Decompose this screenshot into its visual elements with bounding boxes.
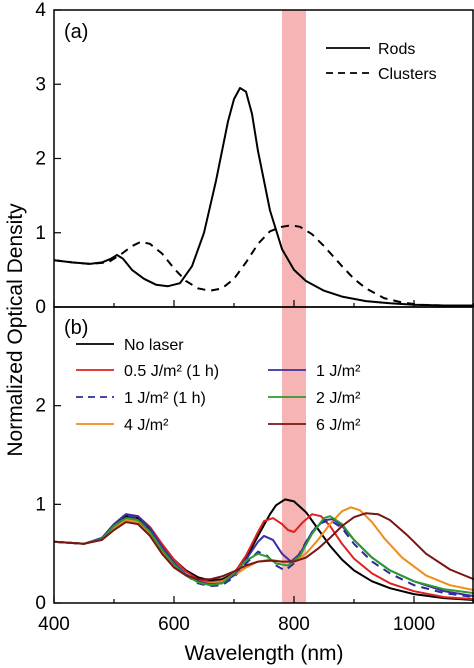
- frame-layer: [53, 9, 474, 604]
- y-tick-label-a-4: 4: [35, 0, 46, 21]
- y-tick-label-b-2: 2: [35, 396, 46, 417]
- x-tick-label-0: 400: [38, 614, 70, 635]
- legend-b-6-label: 6 J/m²: [316, 417, 361, 434]
- series-line-b-6: [53, 512, 474, 581]
- x-tick-label-1: 600: [158, 614, 190, 635]
- legend-b-1-label: 1 J/m²: [316, 363, 361, 380]
- series-line-b-0: [53, 498, 474, 601]
- legend-b: No laser 0.5 J/m² (1 h) 1 J/m² (1 h) 4 J…: [76, 337, 361, 434]
- y-tick-label-b-0: 0: [35, 593, 46, 614]
- panel-b-label: (b): [64, 317, 88, 339]
- panel-a-label: (a): [64, 21, 88, 43]
- legend-b-no-laser-label: No laser: [124, 337, 184, 354]
- legend-a: Rods Clusters: [326, 41, 437, 83]
- x-tick-label-2: 800: [278, 614, 310, 635]
- x-axis-title: Wavelength (nm): [184, 642, 343, 665]
- y-axis-title: Normalized Optical Density: [4, 203, 27, 457]
- y-tick-label-a-2: 2: [35, 149, 46, 170]
- legend-b-4-label: 4 J/m²: [124, 417, 169, 434]
- series-layer: [53, 87, 474, 601]
- y-tick-label-b-1: 1: [35, 494, 46, 515]
- x-tick-label-3: 1000: [393, 614, 435, 635]
- legend-a-rods-label: Rods: [378, 41, 415, 58]
- y-tick-label-a-0: 0: [35, 297, 46, 318]
- series-line-a-0: [53, 87, 474, 307]
- legend-b-1-1h-label: 1 J/m² (1 h): [124, 390, 206, 407]
- series-line-a-1: [53, 224, 474, 307]
- y-tick-label-a-1: 1: [35, 223, 46, 244]
- legend-b-2-label: 2 J/m²: [316, 390, 361, 407]
- series-line-b-3: [53, 506, 474, 592]
- tick-layer: 0 1 2 3 4 0 1 2 400 600 800 1000: [35, 0, 474, 635]
- legend-a-clusters-label: Clusters: [378, 66, 437, 83]
- y-tick-label-a-3: 3: [35, 74, 46, 95]
- legend-b-05-1h-label: 0.5 J/m² (1 h): [124, 363, 219, 380]
- panel-frame-b: [53, 306, 474, 604]
- series-line-b-5: [53, 515, 474, 595]
- series-line-b-2: [53, 515, 474, 599]
